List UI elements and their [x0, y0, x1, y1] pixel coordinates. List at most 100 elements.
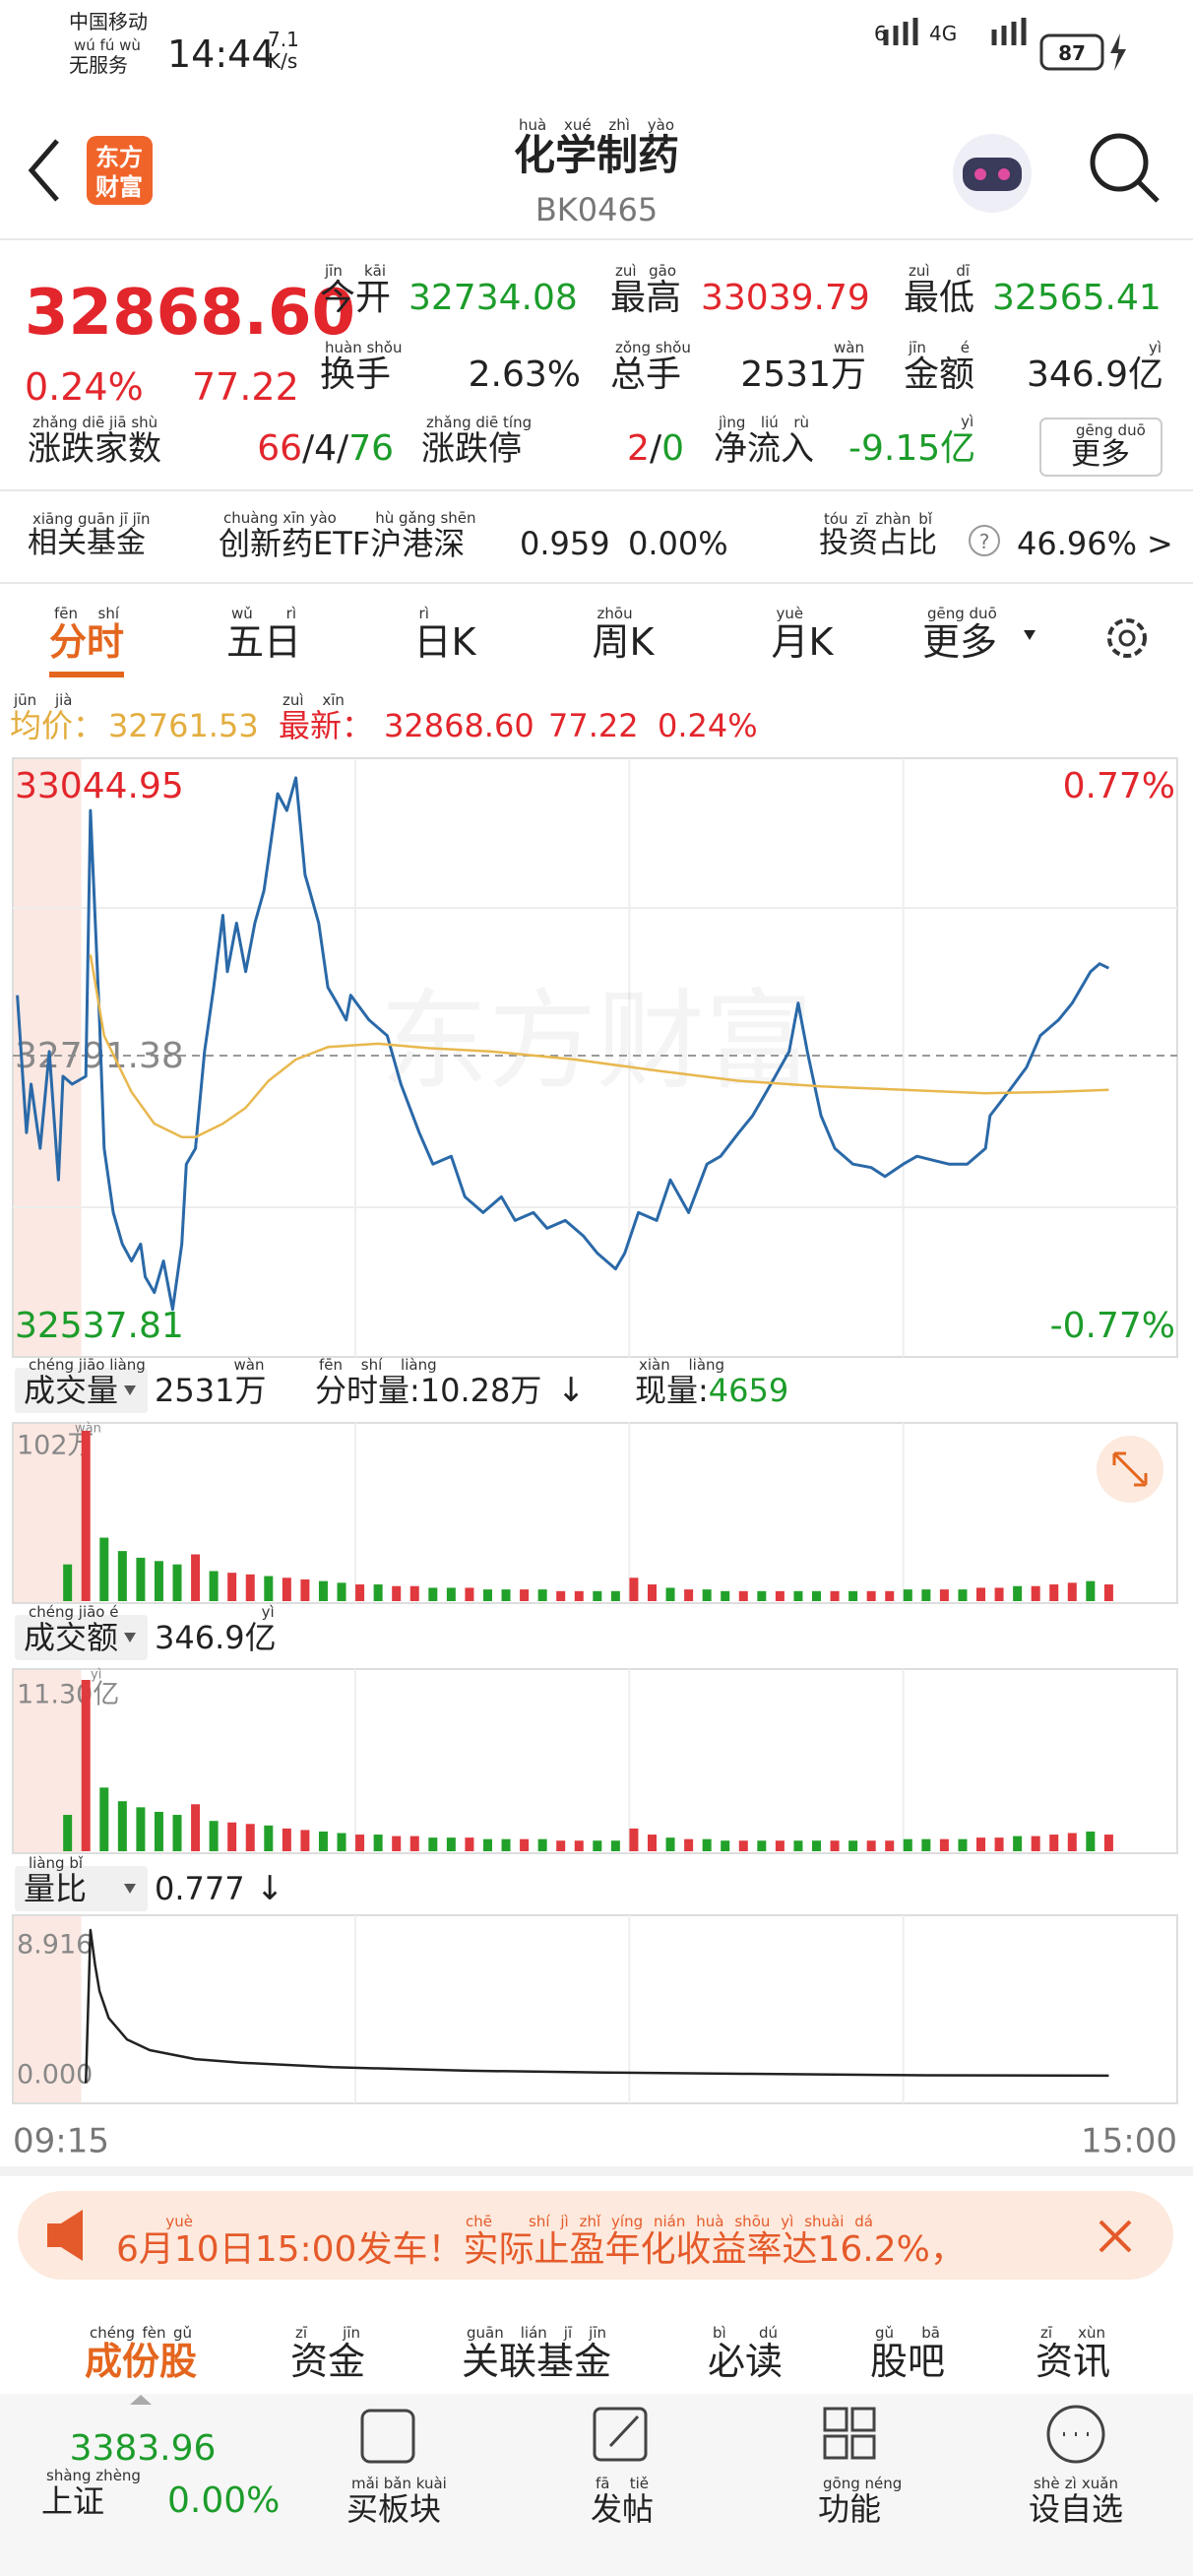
pinyin: wàn — [233, 1356, 265, 1374]
label-text: 更多 — [921, 620, 998, 664]
label-text: 月K — [771, 620, 834, 664]
bar — [465, 1587, 474, 1601]
more-button[interactable] — [1039, 418, 1162, 477]
change-pct: 0.24% — [25, 365, 144, 409]
tab[interactable]: yuè 月K — [771, 607, 834, 664]
fund-change: 0.00% — [628, 525, 728, 562]
nav-item[interactable]: gōng néng 功能 — [818, 2477, 902, 2526]
nav-bg — [0, 2394, 1193, 2576]
avg-label: jūn jià 均价： — [10, 693, 104, 742]
selector-bg[interactable] — [15, 1368, 148, 1413]
tab-underline — [49, 672, 124, 677]
arrow: > — [1147, 525, 1173, 562]
bar — [994, 1837, 1004, 1851]
pinyin: hù gǎng shēn — [375, 509, 476, 527]
bar — [610, 1840, 620, 1851]
help-icon[interactable] — [969, 525, 1000, 556]
bar — [63, 1564, 73, 1601]
nav-icon[interactable] — [360, 2409, 415, 2464]
pinyin: gēng duō — [1076, 421, 1146, 439]
network: 6 — [874, 22, 887, 45]
pinyin: wú fú wù — [74, 36, 141, 54]
bar — [1067, 1833, 1077, 1851]
settings-icon[interactable] — [1107, 618, 1147, 658]
label-text: 相关基金 — [28, 526, 146, 560]
selector-arrow — [124, 1633, 136, 1642]
bar — [738, 1840, 748, 1851]
selector-arrow — [124, 1884, 136, 1894]
bottom-tab[interactable]: zī jīn 资金 — [290, 2326, 365, 2381]
bottom-tab[interactable]: chéng fèn gǔ 成份股 — [84, 2326, 198, 2383]
bar — [300, 1830, 310, 1851]
bar — [318, 1831, 328, 1851]
pinyin: zuì xīn — [283, 691, 345, 709]
bottom-tab[interactable]: bì dú 必读 — [708, 2326, 783, 2381]
value-part: / — [649, 428, 662, 469]
bar — [903, 1589, 912, 1601]
bar — [629, 1828, 639, 1851]
bar — [610, 1590, 620, 1601]
bar — [721, 1840, 730, 1851]
bar — [793, 1840, 803, 1851]
code: BK0465 — [534, 191, 659, 228]
bar — [684, 1589, 694, 1601]
nav-icon[interactable] — [823, 2407, 876, 2460]
label-text: 发帖 — [590, 2490, 655, 2528]
tab[interactable]: wǔ rì 五日 — [226, 607, 301, 662]
search-icon[interactable] — [1090, 133, 1149, 192]
label-text: 成份股 — [84, 2340, 198, 2383]
clock: 14:44 — [167, 32, 276, 76]
bar — [428, 1837, 438, 1851]
tab[interactable]: rì 日K — [414, 607, 476, 662]
bar — [99, 1537, 109, 1601]
tab[interactable]: gēng duō 更多 — [921, 607, 998, 664]
price: 32868.60 — [25, 277, 356, 350]
close-icon[interactable] — [1099, 2220, 1132, 2253]
pinyin: gōng néng — [822, 2475, 903, 2492]
label-text: 投资占比 — [819, 526, 937, 560]
tab[interactable]: fēn shí 分时 — [49, 607, 124, 662]
pinyin: shàng zhèng — [46, 2467, 141, 2484]
banner-bg[interactable] — [18, 2191, 1173, 2280]
y-tick-label: 33044.95 — [15, 766, 184, 806]
price-line — [89, 954, 1109, 1139]
pinyin: zhōu — [596, 605, 633, 622]
bar — [1067, 1582, 1077, 1601]
label-text: 净流入 — [714, 429, 814, 469]
nav-icon[interactable] — [1046, 2405, 1105, 2464]
bar — [501, 1838, 511, 1851]
network: 4G — [929, 22, 958, 45]
total: 0.777 — [155, 1870, 245, 1907]
bar — [1049, 1584, 1059, 1601]
dropdown-arrow[interactable] — [1024, 630, 1036, 640]
pinyin: yì — [1148, 339, 1162, 356]
pinyin: zhǎng diē tíng — [426, 414, 533, 431]
label-text: 分时量:10.28万 — [315, 1372, 542, 1409]
back-icon[interactable] — [28, 139, 59, 202]
tab[interactable]: zhōu 周K — [593, 607, 655, 662]
bar — [848, 1590, 858, 1601]
nav-icon[interactable] — [593, 2407, 648, 2462]
nav-item[interactable]: fā tiě 发帖 — [590, 2477, 655, 2528]
y-tick-label: 32537.81 — [15, 1306, 184, 1346]
bottom-tab[interactable]: gǔ bā 股吧 — [869, 2326, 946, 2383]
bar — [647, 1584, 657, 1601]
nav-item[interactable]: shè zì xuǎn 设自选 — [1029, 2477, 1123, 2526]
nav-item[interactable]: mǎi bǎn kuài 买板块 — [346, 2477, 447, 2526]
label-text: 最新： — [279, 707, 374, 744]
stat-value: wàn 2531万 — [740, 341, 866, 393]
bar — [958, 1589, 968, 1601]
logo: 东方 — [95, 144, 143, 171]
label-text: 股吧 — [869, 2340, 946, 2383]
selector-bg[interactable] — [15, 1866, 148, 1911]
selector-bg[interactable] — [15, 1615, 148, 1660]
bottom-tab[interactable]: zī xùn 资讯 — [1036, 2326, 1110, 2381]
more-button[interactable]: gēng duō 更多 — [1071, 423, 1146, 470]
stat-label: zǒng shǒu 总手 — [610, 341, 691, 393]
watermark: 东方财富 — [380, 978, 813, 1104]
bar — [191, 1804, 201, 1851]
bar — [1103, 1835, 1113, 1851]
banner-text[interactable]: 6月10日15:00发车！实际止盈年化收益率达16.2%， yuè chē shí j… — [116, 2201, 1061, 2272]
bottom-tab[interactable]: guān lián jī jīn 关联基金 — [462, 2326, 611, 2381]
stat-label: jīn kāi 今开 — [320, 264, 391, 316]
